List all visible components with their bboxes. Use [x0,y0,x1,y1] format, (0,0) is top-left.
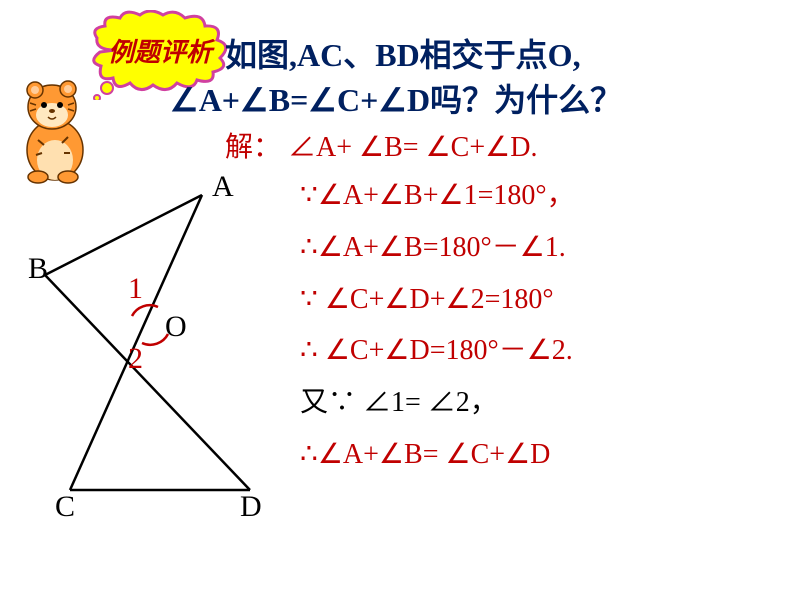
label-b: B [28,252,48,286]
geometry-diagram: A B O C D 1 2 [30,180,290,520]
title-line-1: 如图,AC、BD相交于点O, [225,30,581,76]
step-5: 又∵ ∠1= ∠2， [300,377,575,429]
label-c: C [55,490,75,524]
step-3: ∵ ∠C+∠D+∠2=180° [300,274,575,326]
label-angle-2: 2 [128,342,143,376]
label-d: D [240,490,262,524]
step-2: ∴∠A+∠B=180°－∠1. [300,222,575,274]
step-4: ∴ ∠C+∠D=180°－∠2. [300,325,575,377]
label-angle-1: 1 [128,272,143,306]
tiger-icon [10,75,100,185]
solution-intro: 解： ∠A+ ∠B= ∠C+∠D. [225,125,537,165]
step-1: ∵∠A+∠B+∠1=180°， [300,170,575,222]
label-o: O [165,310,187,344]
label-a: A [212,170,234,204]
title-line-2: ∠A+∠B=∠C+∠D吗？为什么？ [170,75,622,121]
step-6: ∴∠A+∠B= ∠C+∠D [300,429,575,481]
badge-text: 例题评析 [108,32,212,69]
solution-steps: ∵∠A+∠B+∠1=180°， ∴∠A+∠B=180°－∠1. ∵ ∠C+∠D+… [300,170,575,481]
